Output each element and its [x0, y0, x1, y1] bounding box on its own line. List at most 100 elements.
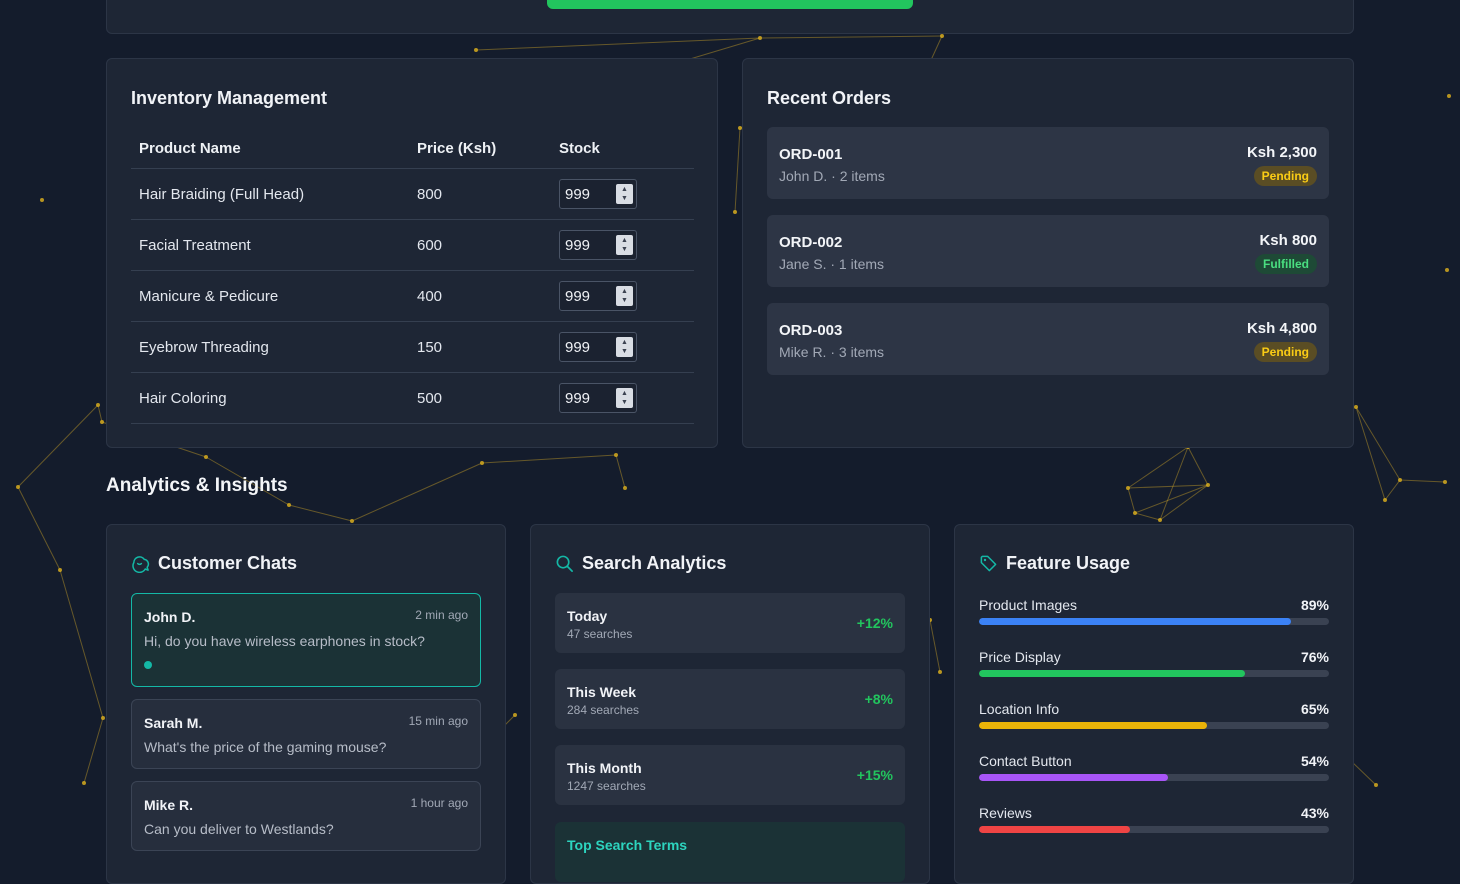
chat-icon — [132, 556, 150, 573]
network-line — [1127, 484, 1209, 489]
network-node — [474, 48, 478, 52]
network-line — [1134, 484, 1209, 514]
status-badge: Pending — [1253, 342, 1317, 362]
chevron-down-icon[interactable]: ▼ — [621, 195, 628, 202]
chat-item[interactable]: Sarah M. 15 min ago What's the price of … — [131, 699, 481, 769]
table-row: Hair Coloring 500 999 ▲ ▼ — [131, 372, 694, 424]
stock-spinner[interactable]: ▲ ▼ — [616, 286, 633, 306]
network-node — [623, 486, 627, 490]
chevron-down-icon[interactable]: ▼ — [621, 348, 628, 355]
chat-time: 15 min ago — [408, 714, 468, 728]
network-line — [1134, 512, 1161, 521]
stock-cell: 999 ▲ ▼ — [551, 372, 694, 424]
stock-spinner[interactable]: ▲ ▼ — [616, 184, 633, 204]
progress-track — [979, 826, 1329, 833]
network-line — [17, 486, 61, 571]
chevron-up-icon[interactable]: ▲ — [621, 390, 628, 397]
chat-message: Can you deliver to Westlands? — [144, 821, 334, 837]
order-meta: Jane S. · 1 items — [779, 256, 885, 272]
feature-percent: 54% — [1300, 753, 1329, 769]
stock-input[interactable]: 999 ▲ ▼ — [559, 179, 637, 209]
chat-message: Hi, do you have wireless earphones in st… — [144, 633, 425, 649]
chevron-up-icon[interactable]: ▲ — [621, 288, 628, 295]
network-line — [615, 454, 626, 489]
search-stat: This Week 284 searches +8% — [555, 669, 905, 729]
network-line — [734, 127, 741, 213]
network-node — [96, 403, 100, 407]
network-line — [1355, 406, 1401, 481]
customer-chats-panel: Customer Chats John D. 2 min ago Hi, do … — [106, 524, 506, 884]
chat-time: 2 min ago — [415, 608, 468, 622]
column-header-product: Product Name — [131, 129, 409, 169]
network-line — [1384, 479, 1401, 501]
analytics-section-title: Analytics & Insights — [106, 475, 288, 496]
stock-input[interactable]: 999 ▲ ▼ — [559, 230, 637, 260]
network-line — [759, 35, 943, 39]
network-line — [97, 404, 103, 423]
order-item[interactable]: ORD-003 Mike R. · 3 items Ksh 4,800 Pend… — [767, 303, 1329, 375]
stock-input[interactable]: 999 ▲ ▼ — [559, 383, 637, 413]
feature-usage-row: Location Info 65% — [979, 701, 1329, 741]
stat-label: This Month — [567, 760, 642, 776]
feature-usage-row: Contact Button 54% — [979, 753, 1329, 793]
progress-fill — [979, 670, 1245, 677]
feature-usage-row: Reviews 43% — [979, 805, 1329, 845]
network-node — [1374, 783, 1378, 787]
network-node — [40, 198, 44, 202]
stock-input[interactable]: 999 ▲ ▼ — [559, 332, 637, 362]
chat-sender: John D. — [144, 609, 196, 625]
network-node — [513, 713, 517, 717]
inventory-panel: Inventory Management Product Name Price … — [106, 58, 718, 448]
chevron-up-icon[interactable]: ▲ — [621, 339, 628, 346]
network-node — [58, 568, 62, 572]
network-line — [1127, 487, 1136, 514]
network-line — [1127, 446, 1189, 489]
stat-label: This Week — [567, 684, 636, 700]
chevron-down-icon[interactable]: ▼ — [621, 246, 628, 253]
orders-title: Recent Orders — [767, 88, 892, 108]
chevron-up-icon[interactable]: ▲ — [621, 186, 628, 193]
chat-sender: Sarah M. — [144, 715, 203, 731]
search-stat: This Month 1247 searches +15% — [555, 745, 905, 805]
chevron-down-icon[interactable]: ▼ — [621, 399, 628, 406]
stock-spinner[interactable]: ▲ ▼ — [616, 388, 633, 408]
network-node — [1445, 268, 1449, 272]
network-line — [1159, 446, 1189, 521]
network-line — [475, 37, 761, 51]
feature-label: Contact Button — [979, 753, 1072, 769]
top-terms-label: Top Search Terms — [567, 837, 688, 853]
recent-orders-panel: Recent Orders ORD-001 John D. · 2 items … — [742, 58, 1354, 448]
stock-spinner[interactable]: ▲ ▼ — [616, 235, 633, 255]
progress-fill — [979, 722, 1207, 729]
order-item[interactable]: ORD-001 John D. · 2 items Ksh 2,300 Pend… — [767, 127, 1329, 199]
progress-track — [979, 618, 1329, 625]
chat-item[interactable]: John D. 2 min ago Hi, do you have wirele… — [131, 593, 481, 687]
order-meta: John D. · 2 items — [779, 168, 885, 184]
product-price: 500 — [409, 372, 551, 424]
order-item[interactable]: ORD-002 Jane S. · 1 items Ksh 800 Fulfil… — [767, 215, 1329, 287]
feature-percent: 76% — [1300, 649, 1329, 665]
top-panel — [106, 0, 1354, 34]
stock-spinner[interactable]: ▲ ▼ — [616, 337, 633, 357]
primary-action-button[interactable] — [547, 0, 913, 9]
feature-label: Reviews — [979, 805, 1032, 821]
stock-value: 999 — [565, 287, 591, 305]
chat-item[interactable]: Mike R. 1 hour ago Can you deliver to We… — [131, 781, 481, 851]
network-node — [16, 485, 20, 489]
stock-value: 999 — [565, 338, 591, 356]
features-header: Feature Usage — [979, 553, 1130, 574]
table-row: Manicure & Pedicure 400 999 ▲ ▼ — [131, 270, 694, 322]
network-node — [1398, 478, 1402, 482]
order-id: ORD-003 — [779, 322, 843, 339]
order-amount: Ksh 800 — [1259, 232, 1317, 249]
search-header: Search Analytics — [555, 553, 726, 574]
chevron-up-icon[interactable]: ▲ — [621, 237, 628, 244]
network-line — [17, 404, 99, 488]
product-name: Manicure & Pedicure — [131, 270, 409, 322]
network-node — [1443, 480, 1447, 484]
chevron-down-icon[interactable]: ▼ — [621, 297, 628, 304]
network-line — [59, 569, 104, 719]
stat-count: 47 searches — [567, 627, 633, 641]
stock-input[interactable]: 999 ▲ ▼ — [559, 281, 637, 311]
network-node — [1354, 405, 1358, 409]
